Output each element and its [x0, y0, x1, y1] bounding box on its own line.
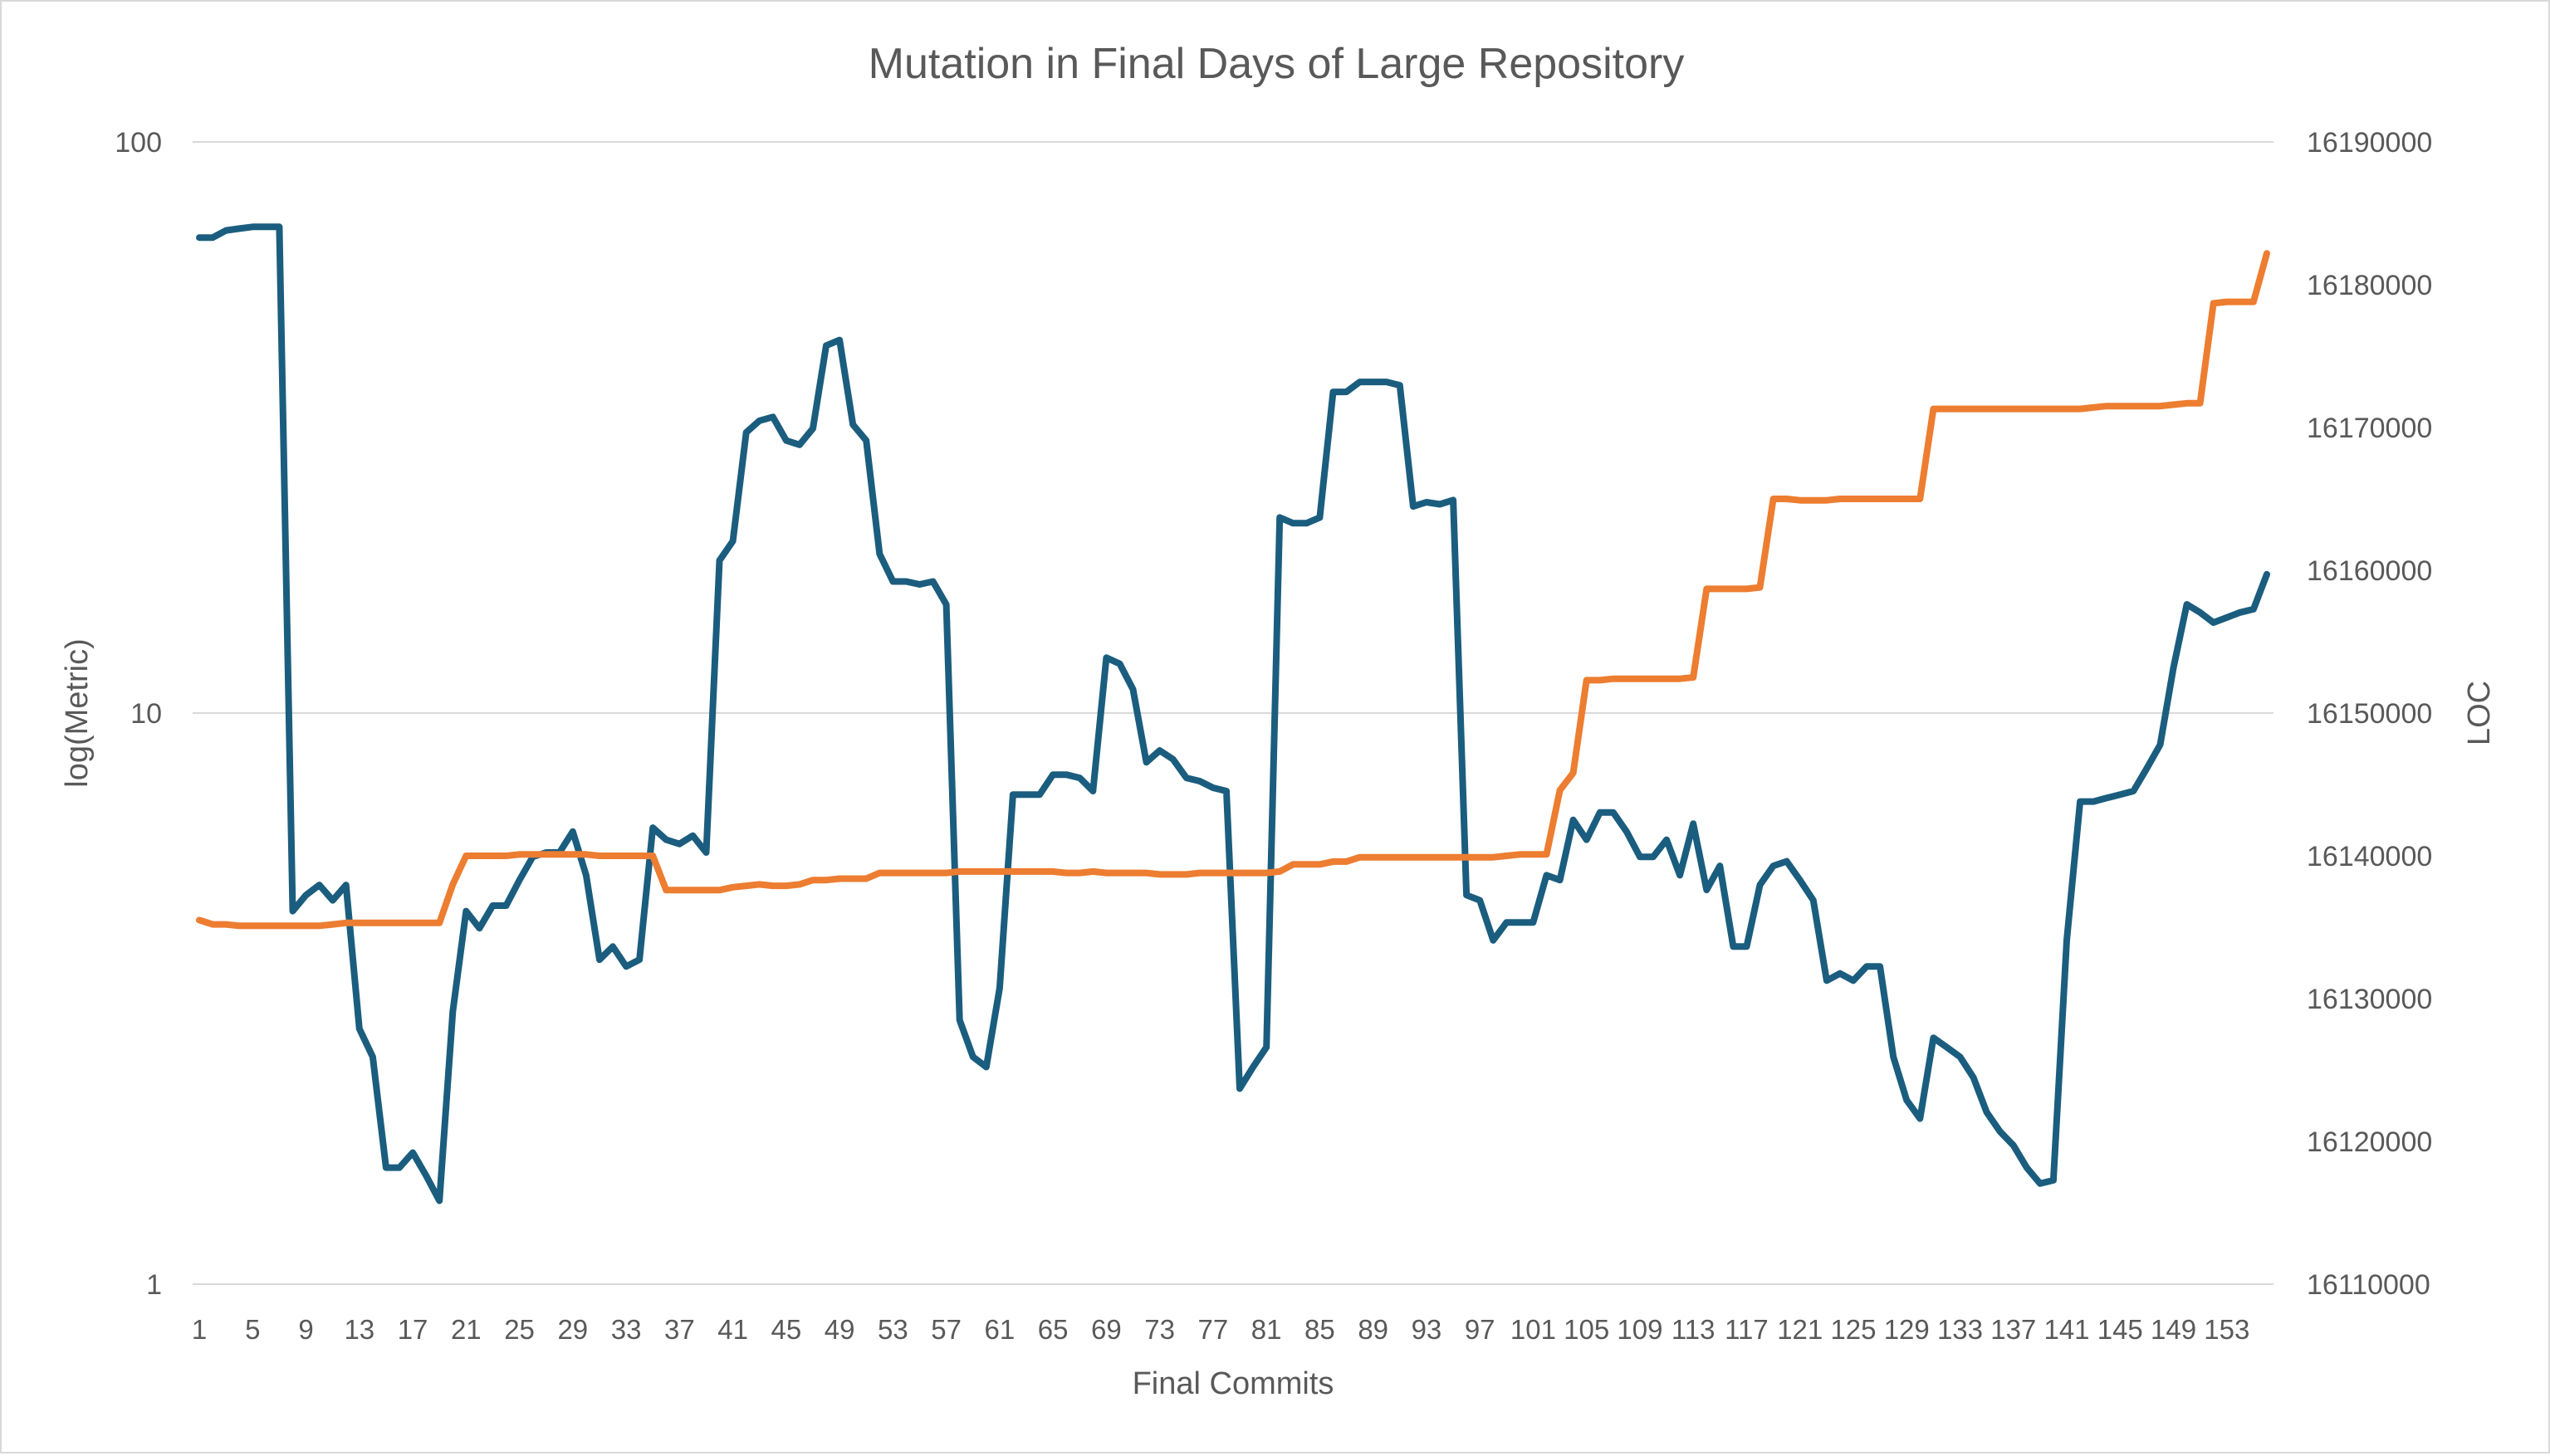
x-tick-label: 121 [1777, 1314, 1823, 1345]
x-tick-label: 153 [2204, 1314, 2249, 1345]
right-tick-label: 16140000 [2307, 841, 2432, 872]
x-tick-label: 145 [2097, 1314, 2143, 1345]
x-tick-label: 81 [1251, 1314, 1282, 1345]
x-tick-label: 117 [1725, 1314, 1769, 1345]
x-tick-label: 25 [504, 1314, 535, 1345]
x-tick-label: 125 [1830, 1314, 1876, 1345]
x-tick-label: 21 [451, 1314, 482, 1345]
x-tick-label: 109 [1617, 1314, 1662, 1345]
x-tick-label: 69 [1091, 1314, 1122, 1345]
x-tick-label: 137 [1990, 1314, 2036, 1345]
x-tick-label: 93 [1412, 1314, 1442, 1345]
x-tick-label: 105 [1564, 1314, 1609, 1345]
right-tick-label: 16160000 [2307, 555, 2432, 587]
x-tick-label: 61 [985, 1314, 1016, 1345]
x-tick-label: 29 [557, 1314, 588, 1345]
x-tick-label: 17 [398, 1314, 428, 1345]
x-tick-label: 113 [1671, 1314, 1715, 1345]
right-tick-label: 16190000 [2307, 127, 2432, 159]
x-tick-label: 149 [2151, 1314, 2196, 1345]
series-line-2 [196, 250, 2270, 930]
x-tick-label: 1 [192, 1314, 207, 1345]
x-tick-label: 37 [664, 1314, 695, 1345]
x-tick-label: 73 [1144, 1314, 1175, 1345]
left-tick-label: 10 [130, 698, 162, 730]
x-tick-label: 141 [2043, 1314, 2089, 1345]
x-tick-label: 89 [1358, 1314, 1388, 1345]
right-tick-label: 16150000 [2307, 698, 2432, 730]
right-tick-label: 16180000 [2307, 270, 2432, 301]
right-tick-label: 16170000 [2307, 413, 2432, 444]
x-tick-label: 53 [878, 1314, 908, 1345]
y2-axis-title: LOC [2462, 681, 2497, 745]
x-tick-label: 45 [771, 1314, 801, 1345]
x-tick-label: 49 [825, 1314, 855, 1345]
x-tick-label: 33 [611, 1314, 642, 1345]
x-tick-label: 77 [1198, 1314, 1229, 1345]
x-tick-label: 9 [298, 1314, 313, 1345]
left-tick-label: 100 [115, 127, 162, 159]
x-tick-label: 57 [931, 1314, 962, 1345]
x-tick-label: 101 [1510, 1314, 1556, 1345]
x-axis-title: Final Commits [1133, 1366, 1334, 1401]
x-tick-label: 13 [344, 1314, 374, 1345]
x-tick-label: 5 [245, 1314, 260, 1345]
x-tick-label: 41 [717, 1314, 748, 1345]
right-tick-label: 16120000 [2307, 1126, 2432, 1158]
series-lines [196, 223, 2270, 1204]
x-tick-label: 133 [1937, 1314, 1983, 1345]
x-tick-label: 129 [1884, 1314, 1930, 1345]
chart-title: Mutation in Final Days of Large Reposito… [869, 40, 1685, 88]
gridlines [193, 141, 2273, 1285]
x-tick-label: 85 [1304, 1314, 1335, 1345]
x-axis-ticks: 1 5 9 13 17 21 25 29 33 37 41 45 49 53 57 61 65 69 73 77 81 8… [192, 1314, 2249, 1345]
right-tick-label: 16130000 [2307, 984, 2432, 1015]
x-tick-label: 97 [1465, 1314, 1495, 1345]
left-axis-ticks: 1 10 100 [115, 127, 162, 1301]
right-tick-label: 16110000 [2307, 1269, 2430, 1301]
right-axis-ticks: 16110000 16120000 16130000 16140000 16150000… [2307, 127, 2432, 1301]
left-tick-label: 1 [146, 1269, 162, 1301]
y-axis-title: log(Metric) [60, 638, 95, 787]
x-tick-label: 65 [1038, 1314, 1069, 1345]
